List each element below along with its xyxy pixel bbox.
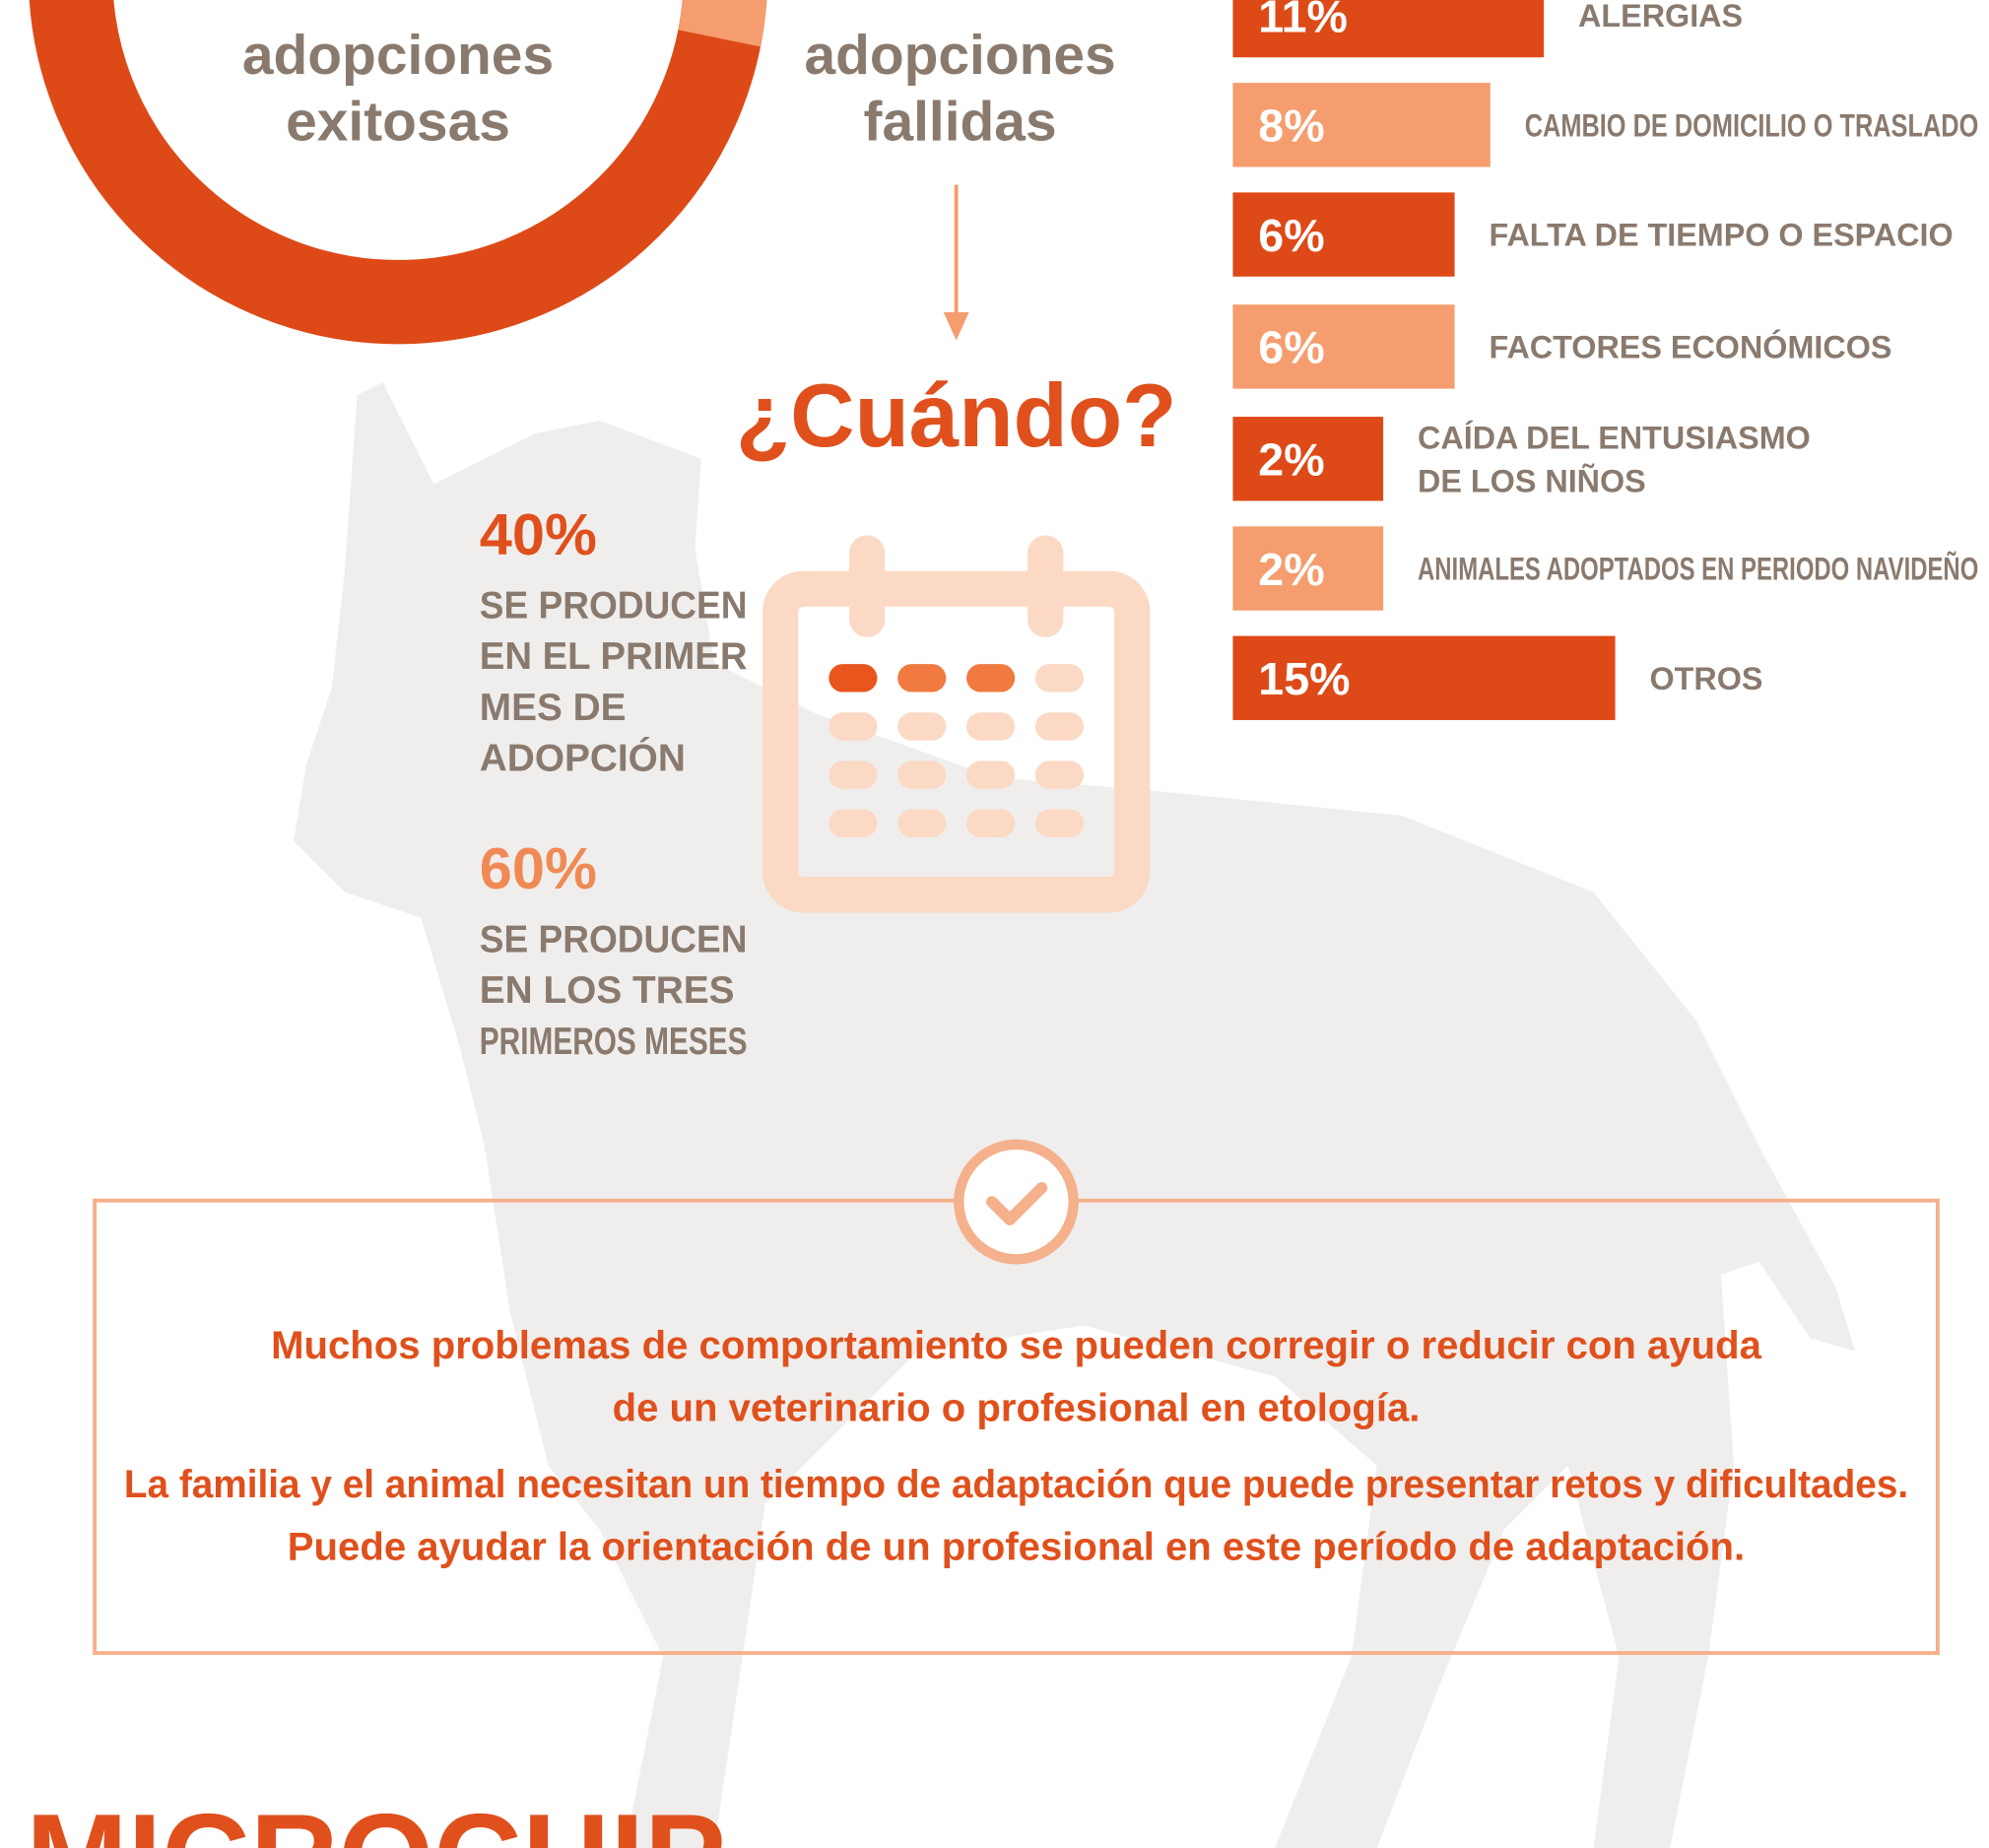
- calendar-ring: [849, 535, 885, 637]
- fact-text: ADOPCIÓN: [480, 737, 686, 780]
- fact-value: 40%: [480, 501, 597, 567]
- bar-category-label: CAMBIO DE DOMICILIO O TRASLADO: [1525, 107, 1979, 143]
- calendar-dot: [897, 712, 946, 740]
- bar-value-label: 6%: [1258, 210, 1324, 261]
- calendar-ring: [1028, 535, 1063, 637]
- calendar-dot: [1035, 810, 1084, 837]
- bar-category-label: ALERGIAS: [1578, 0, 1743, 33]
- note-text: Muchos problemas de comportamiento se pu…: [271, 1324, 1761, 1367]
- fact-text: SE PRODUCEN: [480, 584, 748, 627]
- page: adopciones exitosas adopciones fallidas …: [0, 0, 1989, 1848]
- calendar-dot: [829, 810, 877, 837]
- donut-label: exitosas: [286, 90, 510, 153]
- failed-label: adopciones: [804, 24, 1115, 87]
- fact-text: EN LOS TRES: [480, 969, 735, 1012]
- calendar-dot: [966, 810, 1015, 837]
- bar-category-label: FALTA DE TIEMPO O ESPACIO: [1489, 218, 1953, 253]
- calendar-dot: [966, 760, 1015, 788]
- calendar-dot: [966, 664, 1015, 692]
- bar-category-label: OTROS: [1650, 661, 1763, 696]
- calendar-dot: [829, 712, 877, 740]
- bar-category-label: CAÍDA DEL ENTUSIASMO: [1418, 419, 1811, 455]
- calendar-dot: [829, 664, 877, 692]
- bar-value-label: 15%: [1258, 653, 1350, 704]
- calendar-dot: [897, 664, 946, 692]
- calendar-dot: [897, 760, 946, 788]
- failed-label: fallidas: [864, 90, 1057, 153]
- note-text: Puede ayudar la orientación de un profes…: [288, 1526, 1745, 1569]
- bar-value-label: 8%: [1258, 100, 1324, 152]
- bar-value-label: 2%: [1258, 544, 1324, 595]
- fact-value: 60%: [480, 835, 597, 901]
- donut-label: adopciones: [242, 24, 554, 87]
- calendar-dot: [829, 760, 877, 788]
- check-circle: [959, 1145, 1073, 1259]
- fact-text: EN EL PRIMER: [480, 635, 748, 678]
- fact-text: SE PRODUCEN: [480, 918, 748, 960]
- note-text: de un veterinario o profesional en etolo…: [613, 1387, 1421, 1430]
- donut-segment: [719, 0, 725, 38]
- calendar-dot: [1035, 712, 1084, 740]
- calendar-dot: [1035, 664, 1084, 692]
- infographic: adopciones exitosas adopciones fallidas …: [0, 0, 1989, 1848]
- fact-text: MES DE: [480, 687, 627, 729]
- arrow-head: [944, 312, 969, 340]
- bar-value-label: 11%: [1258, 0, 1348, 41]
- bar-category-label: ANIMALES ADOPTADOS EN PERIODO NAVIDEÑO: [1418, 551, 1978, 587]
- note-text: La familia y el animal necesitan un tiem…: [124, 1463, 1908, 1506]
- bar-category-label: FACTORES ECONÓMICOS: [1489, 329, 1891, 365]
- bar-category-label: DE LOS NIÑOS: [1418, 462, 1646, 498]
- calendar-dot: [966, 712, 1015, 740]
- calendar-dot: [897, 810, 946, 837]
- fact-text: PRIMEROS MESES: [480, 1021, 748, 1063]
- calendar-dot: [1035, 760, 1084, 788]
- when-title: ¿Cuándo?: [736, 366, 1177, 466]
- bar-value-label: 2%: [1258, 434, 1324, 486]
- bar-value-label: 6%: [1258, 322, 1324, 373]
- footer-title: MICROCHIP: [26, 1790, 726, 1848]
